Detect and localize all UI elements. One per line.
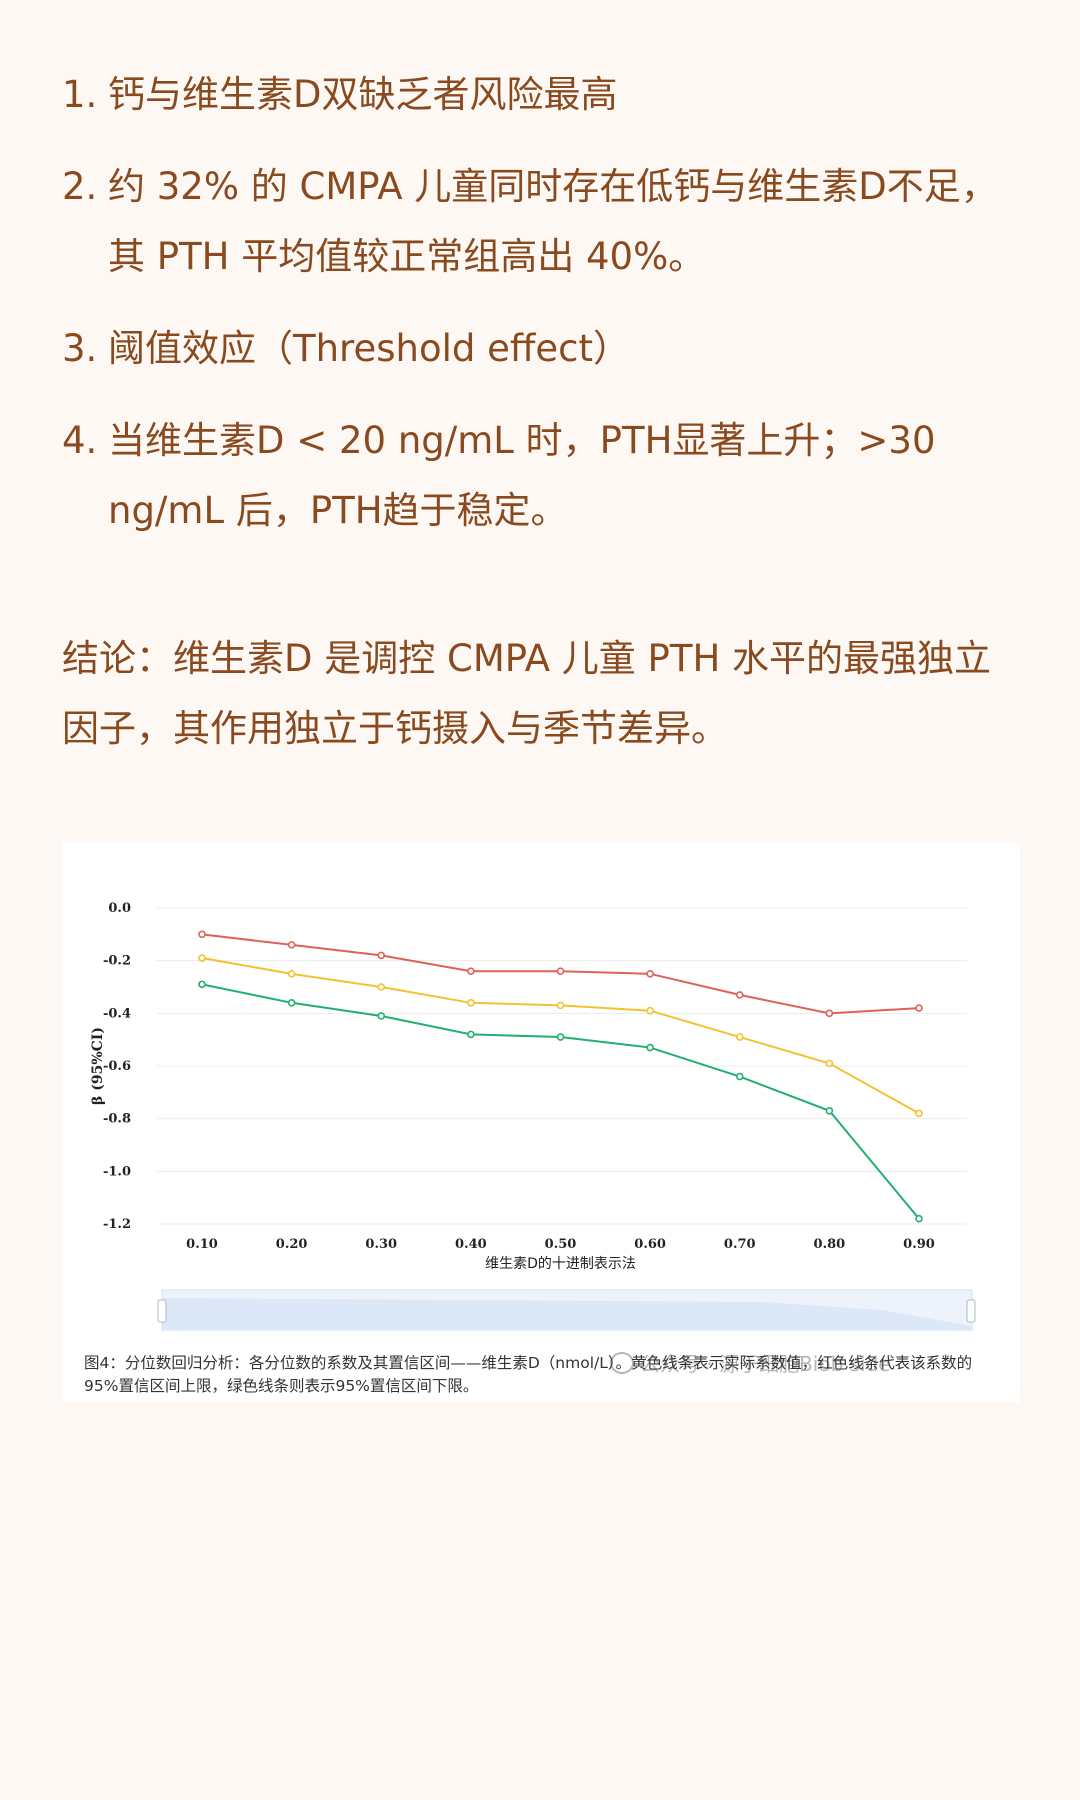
data-point	[377, 951, 386, 960]
data-point	[198, 954, 206, 962]
data-point	[556, 1033, 565, 1041]
data-point	[556, 1001, 565, 1010]
wechat-icon	[610, 1352, 634, 1374]
x-tick-label: 0.80	[814, 1237, 846, 1252]
zoom-slider-preview	[162, 1298, 972, 1330]
x-tick-label: 0.30	[365, 1237, 397, 1252]
data-point	[198, 980, 206, 989]
list-text: 当维生素D < 20 ng/mL 时，PTH显著上升；>30 ng/mL 后，P…	[108, 419, 936, 532]
list-number: 4.	[62, 419, 98, 462]
y-tick-label: -0.4	[103, 1006, 131, 1021]
y-axis-label: β (95%CI)	[90, 1027, 106, 1105]
data-point	[198, 930, 206, 939]
x-tick-label: 0.70	[724, 1237, 756, 1252]
list-item: 1. 钙与维生素D双缺乏者风险最高	[62, 60, 1022, 130]
data-point	[646, 970, 654, 978]
x-tick-label: 0.10	[186, 1237, 218, 1252]
data-point	[287, 999, 296, 1007]
data-point	[825, 1106, 834, 1115]
list-item: 2. 约 32% 的 CMPA 儿童同时存在低钙与维生素D不足，其 PTH 平均…	[62, 152, 1022, 292]
data-point	[825, 1059, 834, 1068]
list-number: 2.	[62, 165, 98, 208]
data-point	[915, 1109, 923, 1118]
data-point	[467, 1030, 475, 1039]
watermark-text: 公众号 · 源于细胞Biob side	[640, 1352, 891, 1376]
zoom-handle-left	[157, 1299, 167, 1323]
quantile-regression-chart: 0.0 -0.2 -0.4 -0.6 -0.8 -1.0 -1.2 0.10 0.20 0.30 0…	[90, 901, 976, 1331]
figure-image: 0.0 -0.2 -0.4 -0.6 -0.8 -1.0 -1.2 0.10 0.20 0.30 0…	[62, 842, 1020, 1402]
data-point	[646, 1006, 654, 1015]
list-item: 4. 当维生素D < 20 ng/mL 时，PTH显著上升；>30 ng/mL …	[62, 406, 1022, 546]
watermark: 公众号 · 源于细胞Biob side	[610, 1348, 891, 1377]
data-point	[735, 991, 744, 999]
list-item: 3. 阈值效应（Threshold effect）	[62, 314, 1022, 384]
figure-caption: 图4：分位数回归分析：各分位数的系数及其置信区间——维生素D（nmol/L）。黄…	[84, 1354, 973, 1395]
y-tick-label: -0.8	[103, 1112, 131, 1127]
data-point	[915, 1214, 923, 1223]
y-tick-label: -0.2	[103, 954, 131, 969]
data-point	[467, 967, 475, 975]
y-tick-label: 0.0	[108, 901, 131, 916]
list-number: 1.	[62, 73, 98, 116]
data-point	[467, 999, 475, 1007]
list-number: 3.	[62, 327, 98, 370]
x-tick-label: 0.20	[276, 1237, 308, 1252]
list-text: 钙与维生素D双缺乏者风险最高	[108, 73, 618, 116]
y-tick-label: -0.6	[103, 1059, 131, 1074]
data-point	[287, 970, 296, 978]
data-point	[556, 967, 565, 975]
series-line	[201, 983, 920, 1220]
numbered-list: 1. 钙与维生素D双缺乏者风险最高 2. 约 32% 的 CMPA 儿童同时存在…	[62, 60, 1022, 568]
x-tick-label: 0.60	[634, 1237, 666, 1252]
y-tick-label: -1.0	[103, 1164, 131, 1179]
zoom-handle-right	[966, 1299, 976, 1323]
x-tick-label: 0.40	[455, 1237, 487, 1252]
data-point	[287, 941, 296, 949]
list-text: 阈值效应（Threshold effect）	[108, 327, 630, 370]
x-axis-label: 维生素D的十进制表示法	[485, 1256, 636, 1272]
x-tick-label: 0.50	[545, 1237, 577, 1252]
x-tick-label: 0.90	[903, 1237, 935, 1252]
data-point	[915, 1004, 923, 1012]
data-point	[735, 1033, 744, 1041]
y-tick-label: -1.2	[103, 1217, 131, 1232]
data-point	[377, 983, 386, 991]
data-point	[735, 1072, 744, 1081]
data-point	[377, 1012, 386, 1020]
list-text: 约 32% 的 CMPA 儿童同时存在低钙与维生素D不足，其 PTH 平均值较正…	[108, 165, 998, 278]
data-point	[825, 1009, 834, 1018]
conclusion-text: 结论：维生素D 是调控 CMPA 儿童 PTH 水平的最强独立因子，其作用独立于…	[62, 637, 992, 750]
data-point	[646, 1043, 654, 1052]
